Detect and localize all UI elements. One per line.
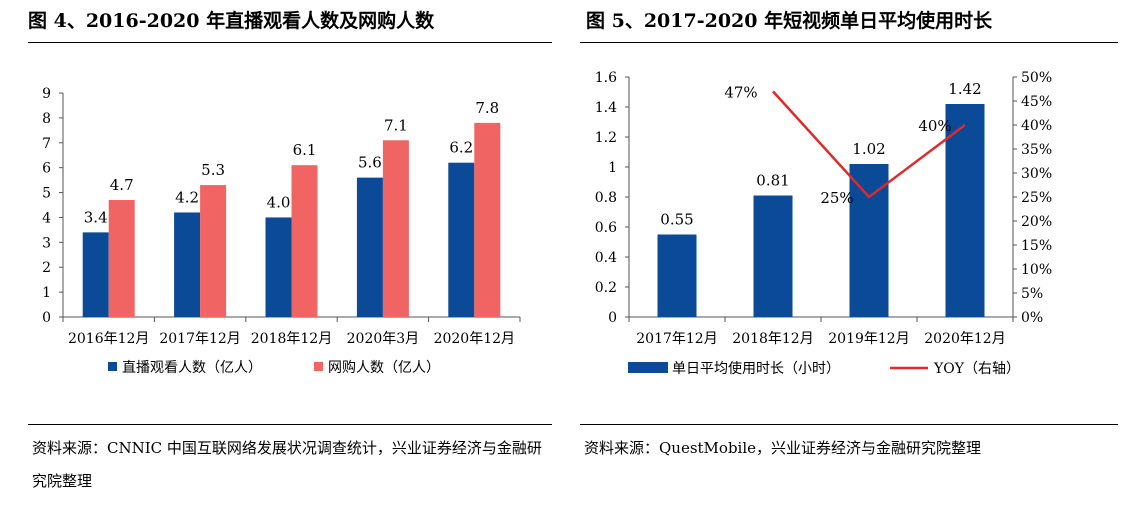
left-source-rule — [28, 424, 552, 425]
left-bar-data-label: 7.1 — [384, 116, 408, 134]
left-bar-data-label: 3.4 — [84, 208, 108, 226]
left-bar-online-shopping — [291, 165, 318, 317]
right-y-tick-label: 1.2 — [595, 130, 617, 146]
right-y2-tick-label: 0% — [1021, 310, 1043, 326]
right-x-tick-label: 2018年12月 — [732, 331, 813, 347]
right-y-tick-label: 0.2 — [595, 280, 617, 296]
left-y-tick-label: 8 — [42, 111, 51, 127]
right-y2-tick-label: 35% — [1021, 142, 1052, 158]
right-chart: 00.20.40.60.811.21.41.60%5%10%15%20%25%3… — [595, 70, 1052, 377]
right-y2-tick-label: 45% — [1021, 94, 1052, 110]
left-bar-live — [356, 177, 383, 317]
left-bar-online-shopping — [200, 185, 227, 317]
right-bar-daily-usage — [657, 234, 697, 317]
right-y-tick-label: 0 — [608, 310, 617, 326]
left-legend-label: 网购人数（亿人） — [328, 360, 440, 376]
right-bar-daily-usage — [753, 195, 793, 317]
right-top-rule — [580, 42, 1118, 43]
left-x-tick-label: 2020年3月 — [347, 331, 420, 347]
right-bar-data-label: 0.81 — [756, 172, 789, 190]
right-source-rule — [580, 424, 1118, 425]
left-y-tick-label: 6 — [42, 161, 51, 177]
left-bar-live — [82, 232, 109, 317]
right-figure-panel: 图 5、2017-2020 年短视频单日平均使用时长 0 0.2 0.4 0.6 0.8… — [572, 0, 1131, 528]
left-y-tick-label: 7 — [42, 136, 51, 152]
left-x-tick-label: 2018年12月 — [251, 331, 332, 347]
right-y-tick-label: 0.8 — [595, 190, 617, 206]
right-legend-line-label: YOY（右轴） — [933, 361, 1020, 377]
left-x-tick-label: 2017年12月 — [159, 331, 240, 347]
right-y-tick-label: 1.4 — [595, 100, 617, 116]
right-bar-data-label: 0.55 — [660, 211, 693, 229]
right-y-tick-label: 0.6 — [595, 220, 617, 236]
left-bar-live — [448, 162, 475, 317]
left-figure-panel: 图 4、2016-2020 年直播观看人数及网购人数 0 1 2 3 4 5 6 7 8 9 201… — [0, 0, 560, 528]
left-y-tick-label: 0 — [42, 310, 51, 326]
left-y-tick-label: 3 — [42, 235, 51, 251]
left-bar-live — [265, 217, 292, 317]
right-bar-data-label: 1.02 — [852, 140, 885, 158]
left-bar-data-label: 4.7 — [110, 176, 134, 194]
left-x-tick-label: 2016年12月 — [68, 331, 149, 347]
right-bar-daily-usage — [849, 164, 889, 317]
left-y-tick-label: 9 — [42, 86, 51, 102]
left-bar-online-shopping — [474, 122, 501, 317]
left-bar-data-label: 5.3 — [201, 161, 225, 179]
right-y2-tick-label: 5% — [1021, 286, 1043, 302]
right-bar-data-label: 1.42 — [948, 80, 981, 98]
left-source-note: 资料来源：CNNIC 中国互联网络发展状况调查统计，兴业证券经济与金融研究院整理 — [32, 439, 542, 490]
right-legend-bar-label: 单日平均使用时长（小时） — [672, 360, 840, 377]
right-y-tick-label: 1.6 — [595, 70, 617, 86]
left-x-tick-label: 2020年12月 — [434, 331, 515, 347]
right-y-tick-label: 1 — [608, 160, 617, 176]
left-figure-title: 图 4、2016-2020 年直播观看人数及网购人数 — [28, 10, 435, 32]
right-y2-tick-label: 50% — [1021, 70, 1052, 86]
left-legend-swatch — [108, 362, 117, 371]
right-yoy-data-label: 47% — [724, 83, 757, 101]
left-legend-label: 直播观看人数（亿人） — [122, 359, 262, 376]
left-y-tick-label: 1 — [42, 285, 51, 301]
left-chart: 0 1 2 3 4 5 6 7 8 9 2016年12月 3.44.7 2017年12月 4.25.3 20… — [42, 86, 521, 376]
left-legend-swatch — [314, 362, 323, 371]
right-y2-tick-label: 15% — [1021, 238, 1052, 254]
right-y2-tick-label: 30% — [1021, 166, 1052, 182]
left-y-tick-label: 4 — [42, 210, 51, 226]
right-x-tick-label: 2020年12月 — [924, 331, 1005, 347]
right-yoy-data-label: 25% — [820, 189, 853, 207]
left-bar-online-shopping — [108, 200, 135, 317]
right-x-tick-label: 2017年12月 — [636, 331, 717, 347]
right-bar-daily-usage — [945, 104, 985, 317]
left-top-rule — [28, 42, 552, 43]
right-x-tick-label: 2019年12月 — [828, 331, 909, 347]
left-bar-data-label: 4.0 — [267, 193, 291, 211]
right-y-tick-label: 0.4 — [595, 250, 617, 266]
left-bar-data-label: 5.6 — [358, 154, 382, 172]
left-y-tick-label: 5 — [42, 186, 51, 202]
left-bar-data-label: 7.8 — [475, 99, 499, 117]
left-bar-data-label: 6.2 — [449, 139, 473, 157]
right-figure-title: 图 5、2017-2020 年短视频单日平均使用时长 — [586, 10, 993, 32]
right-y2-tick-label: 40% — [1021, 118, 1052, 134]
right-y2-tick-label: 10% — [1021, 262, 1052, 278]
right-y2-tick-label: 25% — [1021, 190, 1052, 206]
right-yoy-line — [772, 90, 966, 199]
left-bar-data-label: 6.1 — [293, 141, 317, 159]
left-y-tick-label: 2 — [42, 260, 51, 276]
left-bar-live — [174, 212, 201, 317]
right-yoy-data-label: 40% — [918, 117, 951, 135]
left-bar-online-shopping — [382, 140, 409, 317]
right-source-note: 资料来源：QuestMobile，兴业证券经济与金融研究院整理 — [584, 439, 982, 457]
right-legend-bar-swatch — [628, 362, 668, 373]
left-bar-data-label: 4.2 — [175, 188, 199, 206]
right-y2-tick-label: 20% — [1021, 214, 1052, 230]
